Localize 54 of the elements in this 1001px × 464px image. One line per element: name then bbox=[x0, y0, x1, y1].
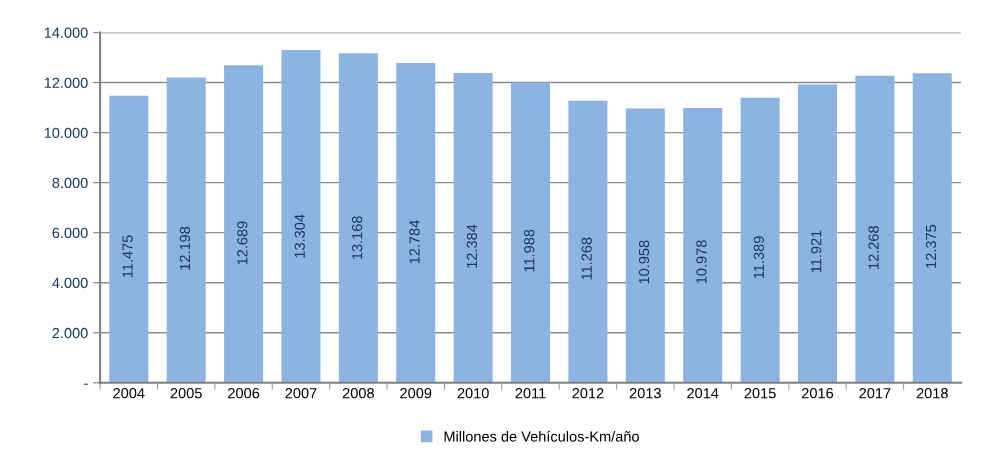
bar bbox=[855, 75, 895, 383]
data-label: 10.958 bbox=[638, 240, 650, 284]
data-label: 12.268 bbox=[868, 226, 879, 269]
data-label: 12.375 bbox=[925, 224, 937, 268]
x-tick-label: 2017 bbox=[859, 388, 891, 399]
data-label: 11.268 bbox=[581, 237, 592, 280]
bar bbox=[109, 95, 149, 383]
data-label: 11.921 bbox=[811, 230, 822, 273]
x-tick-label: 2016 bbox=[802, 388, 834, 399]
data-label: 10.978 bbox=[696, 240, 707, 284]
x-tick-label: 2005 bbox=[170, 388, 202, 399]
bar bbox=[511, 82, 551, 383]
bar bbox=[568, 100, 608, 383]
bar bbox=[453, 72, 493, 383]
bar bbox=[797, 84, 837, 383]
data-label: 13.168 bbox=[351, 216, 363, 260]
x-tick-label: 2004 bbox=[113, 388, 145, 399]
x-tick-label: 2007 bbox=[285, 388, 317, 399]
y-tick-label: - bbox=[84, 383, 88, 385]
y-tick-label: 4.000 bbox=[52, 277, 88, 289]
data-label: 12.689 bbox=[237, 221, 248, 265]
y-tick-label: 6.000 bbox=[52, 227, 88, 239]
x-tick-label: 2008 bbox=[342, 388, 374, 399]
data-label: 12.198 bbox=[179, 226, 191, 270]
data-label: 11.389 bbox=[753, 236, 765, 279]
bar bbox=[281, 49, 321, 383]
x-tick-label: 2010 bbox=[457, 388, 489, 399]
y-tick-label: 14.000 bbox=[44, 27, 88, 38]
legend-label: Millones de Vehículos-Km/año bbox=[444, 430, 639, 442]
data-label: 13.304 bbox=[294, 214, 305, 258]
data-label: 12.784 bbox=[409, 220, 420, 264]
x-tick-label: 2011 bbox=[515, 388, 546, 399]
x-tick-label: 2012 bbox=[572, 388, 604, 399]
data-label: 11.988 bbox=[524, 229, 535, 272]
bar bbox=[166, 77, 206, 383]
x-tick-label: 2009 bbox=[400, 388, 432, 399]
x-tick-label: 2014 bbox=[687, 388, 719, 399]
x-tick-label: 2006 bbox=[228, 388, 260, 399]
y-tick-label: 10.000 bbox=[44, 127, 88, 138]
bar bbox=[625, 108, 665, 383]
bar bbox=[224, 65, 264, 383]
x-tick-label: 2015 bbox=[744, 388, 776, 399]
bar bbox=[912, 73, 952, 383]
y-tick-label: 12.000 bbox=[44, 77, 88, 88]
bar bbox=[740, 97, 780, 383]
data-label: 11.475 bbox=[122, 235, 133, 278]
data-label: 12.384 bbox=[466, 224, 478, 268]
bar bbox=[338, 53, 378, 383]
x-tick-label: 2013 bbox=[629, 388, 661, 399]
bar bbox=[396, 62, 436, 383]
y-tick-label: 2.000 bbox=[52, 327, 88, 339]
bar bbox=[683, 108, 723, 383]
x-tick-label: 2018 bbox=[916, 388, 948, 399]
y-tick-label: 8.000 bbox=[52, 177, 88, 189]
